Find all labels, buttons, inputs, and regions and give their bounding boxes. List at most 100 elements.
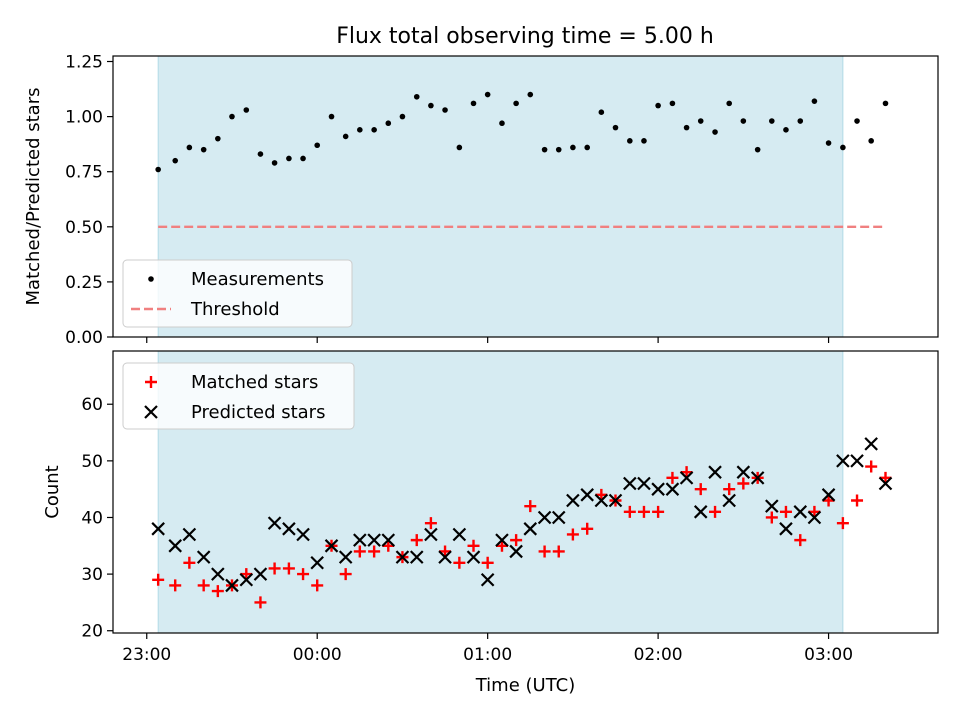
matched-star-point xyxy=(524,500,537,513)
measurement-point xyxy=(882,100,889,107)
measurement-point xyxy=(499,120,505,127)
top-ytick-label: 1.25 xyxy=(65,53,103,73)
predicted-star-point xyxy=(736,465,751,479)
xtick-label: 03:00 xyxy=(804,645,853,665)
predicted-star-point xyxy=(722,493,736,508)
measurement-point xyxy=(413,93,420,100)
top-ytick-label: 0.50 xyxy=(65,218,103,238)
matched-star-point xyxy=(495,539,508,552)
measurement-point xyxy=(697,118,704,124)
legend-plus-marker xyxy=(145,376,157,388)
matched-star-point xyxy=(737,477,750,490)
matched-star-point xyxy=(510,534,523,547)
matched-star-point xyxy=(581,522,594,535)
predicted-star-point xyxy=(750,471,765,485)
xtick-label: 00:00 xyxy=(293,645,342,665)
matched-star-point xyxy=(652,505,665,518)
matched-star-point xyxy=(254,596,267,609)
bottom-ytick-label: 60 xyxy=(81,395,103,415)
bottom-legend: Matched stars Predicted stars xyxy=(122,362,355,430)
predicted-star-point xyxy=(239,572,254,587)
predicted-star-point xyxy=(850,454,864,468)
top-axis-ticks: 0.00 0.25 0.50 0.75 1.00 1.25 xyxy=(65,53,830,348)
measurement-point xyxy=(811,98,818,104)
measurement-point xyxy=(740,118,747,124)
predicted-star-point xyxy=(151,522,165,536)
measurement-point xyxy=(825,140,832,146)
measurement-point xyxy=(155,166,161,173)
measurement-point xyxy=(712,129,718,135)
predicted-star-point xyxy=(282,522,296,536)
legend-label: Matched stars xyxy=(191,372,318,393)
predicted-star-point xyxy=(338,550,353,564)
predicted-star-point xyxy=(651,482,665,496)
measurement-point xyxy=(470,100,477,107)
measurement-point xyxy=(783,127,789,133)
predicted-star-point xyxy=(779,522,793,536)
matched-star-point xyxy=(297,568,310,581)
matched-star-point xyxy=(240,568,253,581)
matched-star-point xyxy=(808,505,821,518)
matched-star-point xyxy=(723,483,736,496)
predicted-star-point xyxy=(623,476,637,491)
matched-star-point xyxy=(382,539,395,552)
measurement-point xyxy=(186,144,193,151)
matched-star-point xyxy=(552,545,565,558)
predicted-star-point xyxy=(537,510,552,525)
legend-label: Threshold xyxy=(190,299,280,320)
count-points xyxy=(151,437,893,609)
matched-star-point xyxy=(353,545,366,558)
measurement-point xyxy=(314,142,321,149)
matched-star-point xyxy=(779,505,792,518)
predicted-star-point xyxy=(566,493,580,508)
measurement-point xyxy=(484,91,491,98)
matched-star-point xyxy=(566,528,579,541)
matched-star-point xyxy=(836,517,849,530)
predicted-star-point xyxy=(679,471,694,485)
legend-label: Predicted stars xyxy=(191,402,325,423)
matched-star-point xyxy=(169,579,182,592)
measurement-point xyxy=(570,144,576,151)
legend-label: Measurements xyxy=(191,269,324,290)
measurement-point xyxy=(527,91,534,98)
measurement-points xyxy=(155,91,889,173)
predicted-star-point xyxy=(253,567,268,581)
matched-star-point xyxy=(211,585,224,598)
measurement-point xyxy=(584,144,591,151)
predicted-star-point xyxy=(821,488,836,502)
measurement-point xyxy=(598,109,605,115)
measurement-point xyxy=(286,155,292,162)
predicted-star-point xyxy=(878,476,893,491)
predicted-star-point xyxy=(864,437,878,451)
legend-box xyxy=(122,362,355,430)
predicted-star-point xyxy=(211,567,225,581)
measurement-point xyxy=(627,138,633,144)
predicted-star-point xyxy=(353,533,367,547)
matched-star-point xyxy=(637,505,650,518)
matched-star-point xyxy=(879,471,892,484)
predicted-star-point xyxy=(793,505,808,519)
matched-star-point xyxy=(152,573,165,586)
predicted-star-point xyxy=(693,505,708,519)
measurement-point xyxy=(371,127,377,133)
measurement-point xyxy=(513,100,519,107)
predicted-star-point xyxy=(267,516,282,530)
top-legend: Measurements Threshold xyxy=(122,259,353,328)
predicted-star-point xyxy=(381,533,396,547)
measurement-point xyxy=(257,151,264,157)
predicted-star-point xyxy=(665,482,680,496)
measurement-point xyxy=(243,107,250,113)
predicted-star-point xyxy=(523,522,538,536)
matched-star-point xyxy=(453,556,466,569)
measurement-point xyxy=(726,100,732,107)
matched-star-point xyxy=(680,466,693,479)
matched-star-point xyxy=(368,545,381,558)
bottom-ytick-label: 30 xyxy=(81,565,103,585)
top-ytick-label: 0.75 xyxy=(65,163,103,183)
matched-star-point xyxy=(694,483,707,496)
measurement-point xyxy=(683,124,690,131)
measurement-point xyxy=(797,118,804,124)
measurement-point xyxy=(428,102,434,109)
bottom-ytick-label: 40 xyxy=(81,508,103,528)
